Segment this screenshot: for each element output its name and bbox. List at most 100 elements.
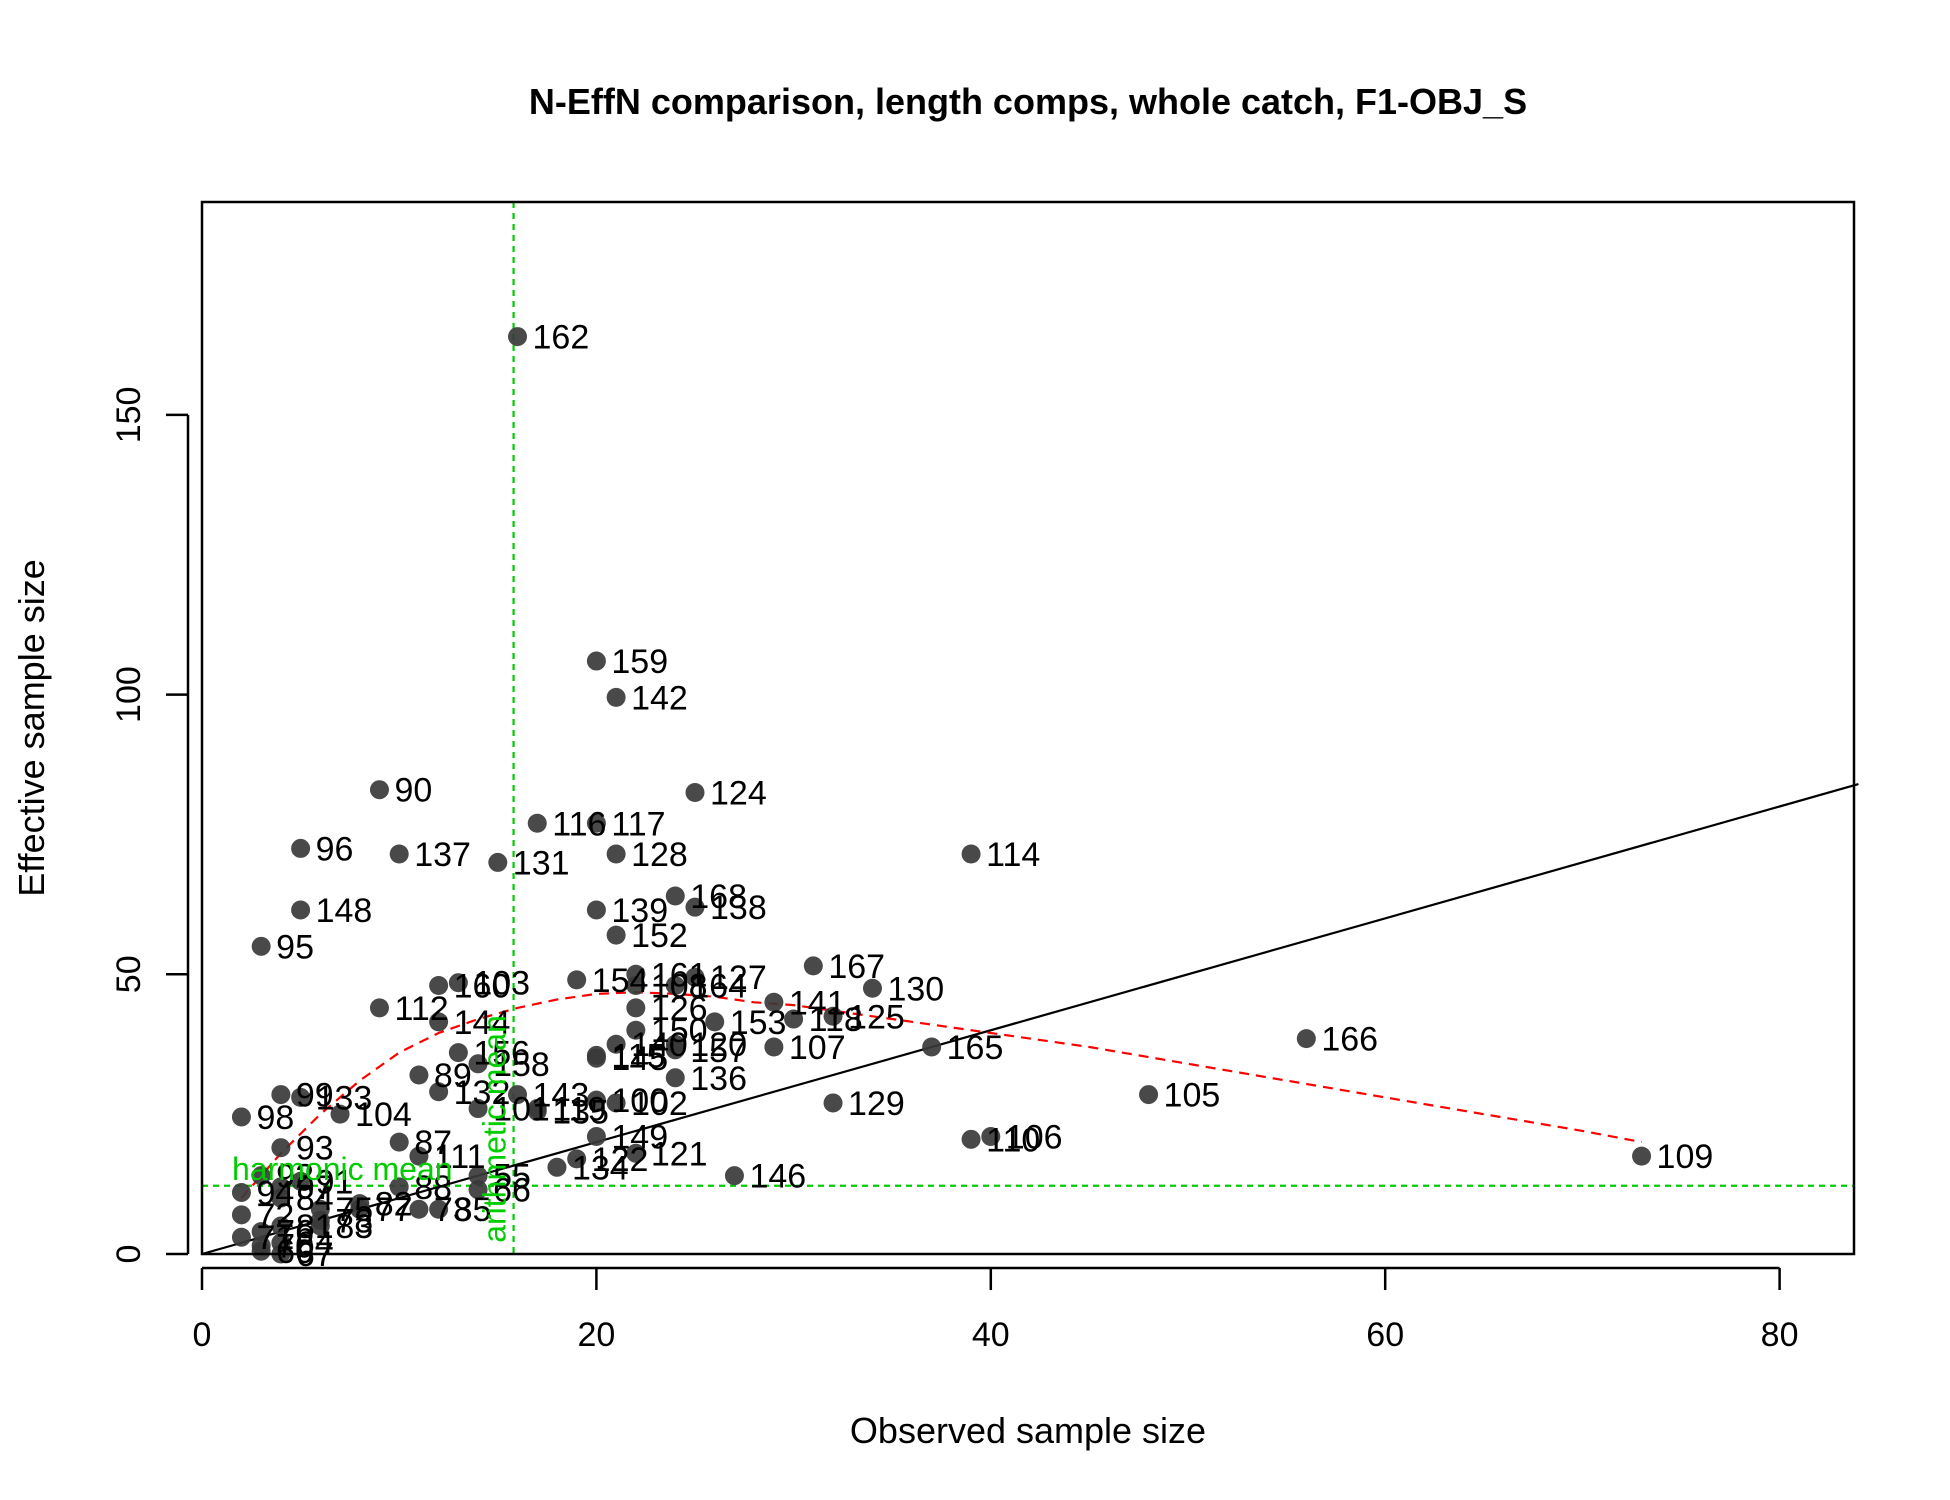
data-point-label: 133 — [316, 1079, 373, 1117]
data-point — [606, 1093, 626, 1113]
data-point — [429, 975, 449, 995]
data-point-label: 55 — [493, 1158, 531, 1196]
data-point — [409, 1146, 429, 1166]
data-point — [330, 1104, 350, 1124]
data-point-label: 135 — [552, 1093, 609, 1131]
data-point-label: 149 — [611, 1119, 668, 1157]
data-point — [527, 1101, 547, 1121]
data-point-label: 93 — [296, 1130, 334, 1168]
data-point-label: 72 — [256, 1197, 294, 1235]
data-point-label: 95 — [276, 928, 314, 966]
data-point-label: 90 — [394, 772, 432, 810]
data-point — [823, 1006, 843, 1026]
data-point-label: 106 — [1006, 1119, 1063, 1157]
data-point-label: 161 — [651, 956, 708, 994]
data-point-label: 157 — [690, 1032, 747, 1070]
data-point-label: 105 — [1164, 1077, 1221, 1115]
smoother-layer — [240, 991, 1642, 1199]
data-point — [369, 780, 389, 800]
data-point — [586, 813, 606, 833]
data-point — [271, 1188, 291, 1208]
data-point — [981, 1127, 1001, 1147]
data-point — [251, 1241, 271, 1261]
data-point — [724, 1166, 744, 1186]
data-point-label: 146 — [749, 1158, 806, 1196]
data-point-label: 122 — [592, 1141, 649, 1179]
data-point-label: 81 — [296, 1208, 334, 1246]
plot-frame — [200, 200, 1856, 1256]
data-point-label: 162 — [533, 319, 590, 357]
data-point — [665, 975, 685, 995]
data-point-label: 115 — [611, 1037, 665, 1075]
data-point-label: 167 — [828, 948, 885, 986]
data-point-label: 104 — [355, 1096, 412, 1134]
y-tick-label: 50 — [110, 955, 148, 993]
mean-lines — [202, 202, 1854, 1254]
data-point — [409, 1199, 429, 1219]
data-point — [586, 1090, 606, 1110]
data-point — [961, 844, 981, 864]
data-point-label: 164 — [690, 967, 747, 1005]
data-point-label: 128 — [631, 836, 688, 874]
data-point-label: 158 — [493, 1046, 550, 1084]
data-point — [705, 1012, 725, 1032]
data-point — [271, 1216, 291, 1236]
data-point — [468, 1180, 488, 1200]
y-tick-label: 150 — [110, 387, 148, 444]
data-point-label: 87 — [414, 1124, 452, 1162]
data-point — [291, 1171, 311, 1191]
data-point-label: 131 — [513, 844, 570, 882]
data-point — [567, 970, 587, 990]
data-point — [1139, 1085, 1159, 1105]
data-point — [586, 651, 606, 671]
data-point-label: 137 — [414, 836, 471, 874]
data-point-label: 142 — [631, 679, 688, 717]
data-point-label: 92 — [276, 1158, 314, 1196]
data-point — [488, 852, 508, 872]
data-point — [665, 1040, 685, 1060]
data-point-label: 154 — [592, 962, 649, 1000]
data-point-label: 101 — [493, 1091, 550, 1129]
data-point-label: 156 — [473, 1035, 530, 1073]
data-point — [508, 327, 528, 347]
data-point — [468, 1099, 488, 1119]
data-point-label: 111 — [434, 1138, 486, 1176]
data-point-label: 166 — [1321, 1021, 1378, 1059]
data-point — [547, 1157, 567, 1177]
data-point — [665, 886, 685, 906]
data-point-label: 112 — [394, 990, 448, 1028]
data-point — [626, 1143, 646, 1163]
data-point-label: 96 — [316, 830, 354, 868]
data-point-label: 75 — [335, 1191, 373, 1229]
data-point-label: 141 — [789, 984, 846, 1022]
data-point — [291, 900, 311, 920]
data-point-label: 148 — [316, 892, 373, 930]
data-point-label: 130 — [887, 970, 944, 1008]
data-point — [429, 1012, 449, 1032]
data-point-label: 89 — [434, 1057, 472, 1095]
data-point-label: 120 — [690, 1026, 747, 1064]
data-point — [626, 1020, 646, 1040]
data-point — [389, 1177, 409, 1197]
data-point-label: 165 — [947, 1029, 1004, 1067]
data-point-label: 121 — [651, 1135, 708, 1173]
data-point — [231, 1227, 251, 1247]
data-point-label: 138 — [710, 889, 767, 927]
y-tick-label: 0 — [110, 1245, 148, 1264]
data-point-label: 82 — [375, 1186, 413, 1224]
data-point — [685, 897, 705, 917]
data-point — [429, 1199, 449, 1219]
loess-smoother-line — [240, 991, 1642, 1199]
data-point — [606, 687, 626, 707]
data-point-label: 126 — [651, 990, 708, 1028]
data-point-label: 88 — [414, 1169, 452, 1207]
data-point-label: 66 — [493, 1172, 531, 1210]
data-point — [586, 900, 606, 920]
data-point — [862, 978, 882, 998]
data-point-label: 127 — [710, 959, 767, 997]
y-axis: 0 50 100 150 — [110, 387, 190, 1264]
data-point-label: 94 — [256, 1174, 294, 1212]
data-point — [1296, 1029, 1316, 1049]
x-tick-label: 80 — [1761, 1316, 1799, 1354]
data-point — [626, 998, 646, 1018]
